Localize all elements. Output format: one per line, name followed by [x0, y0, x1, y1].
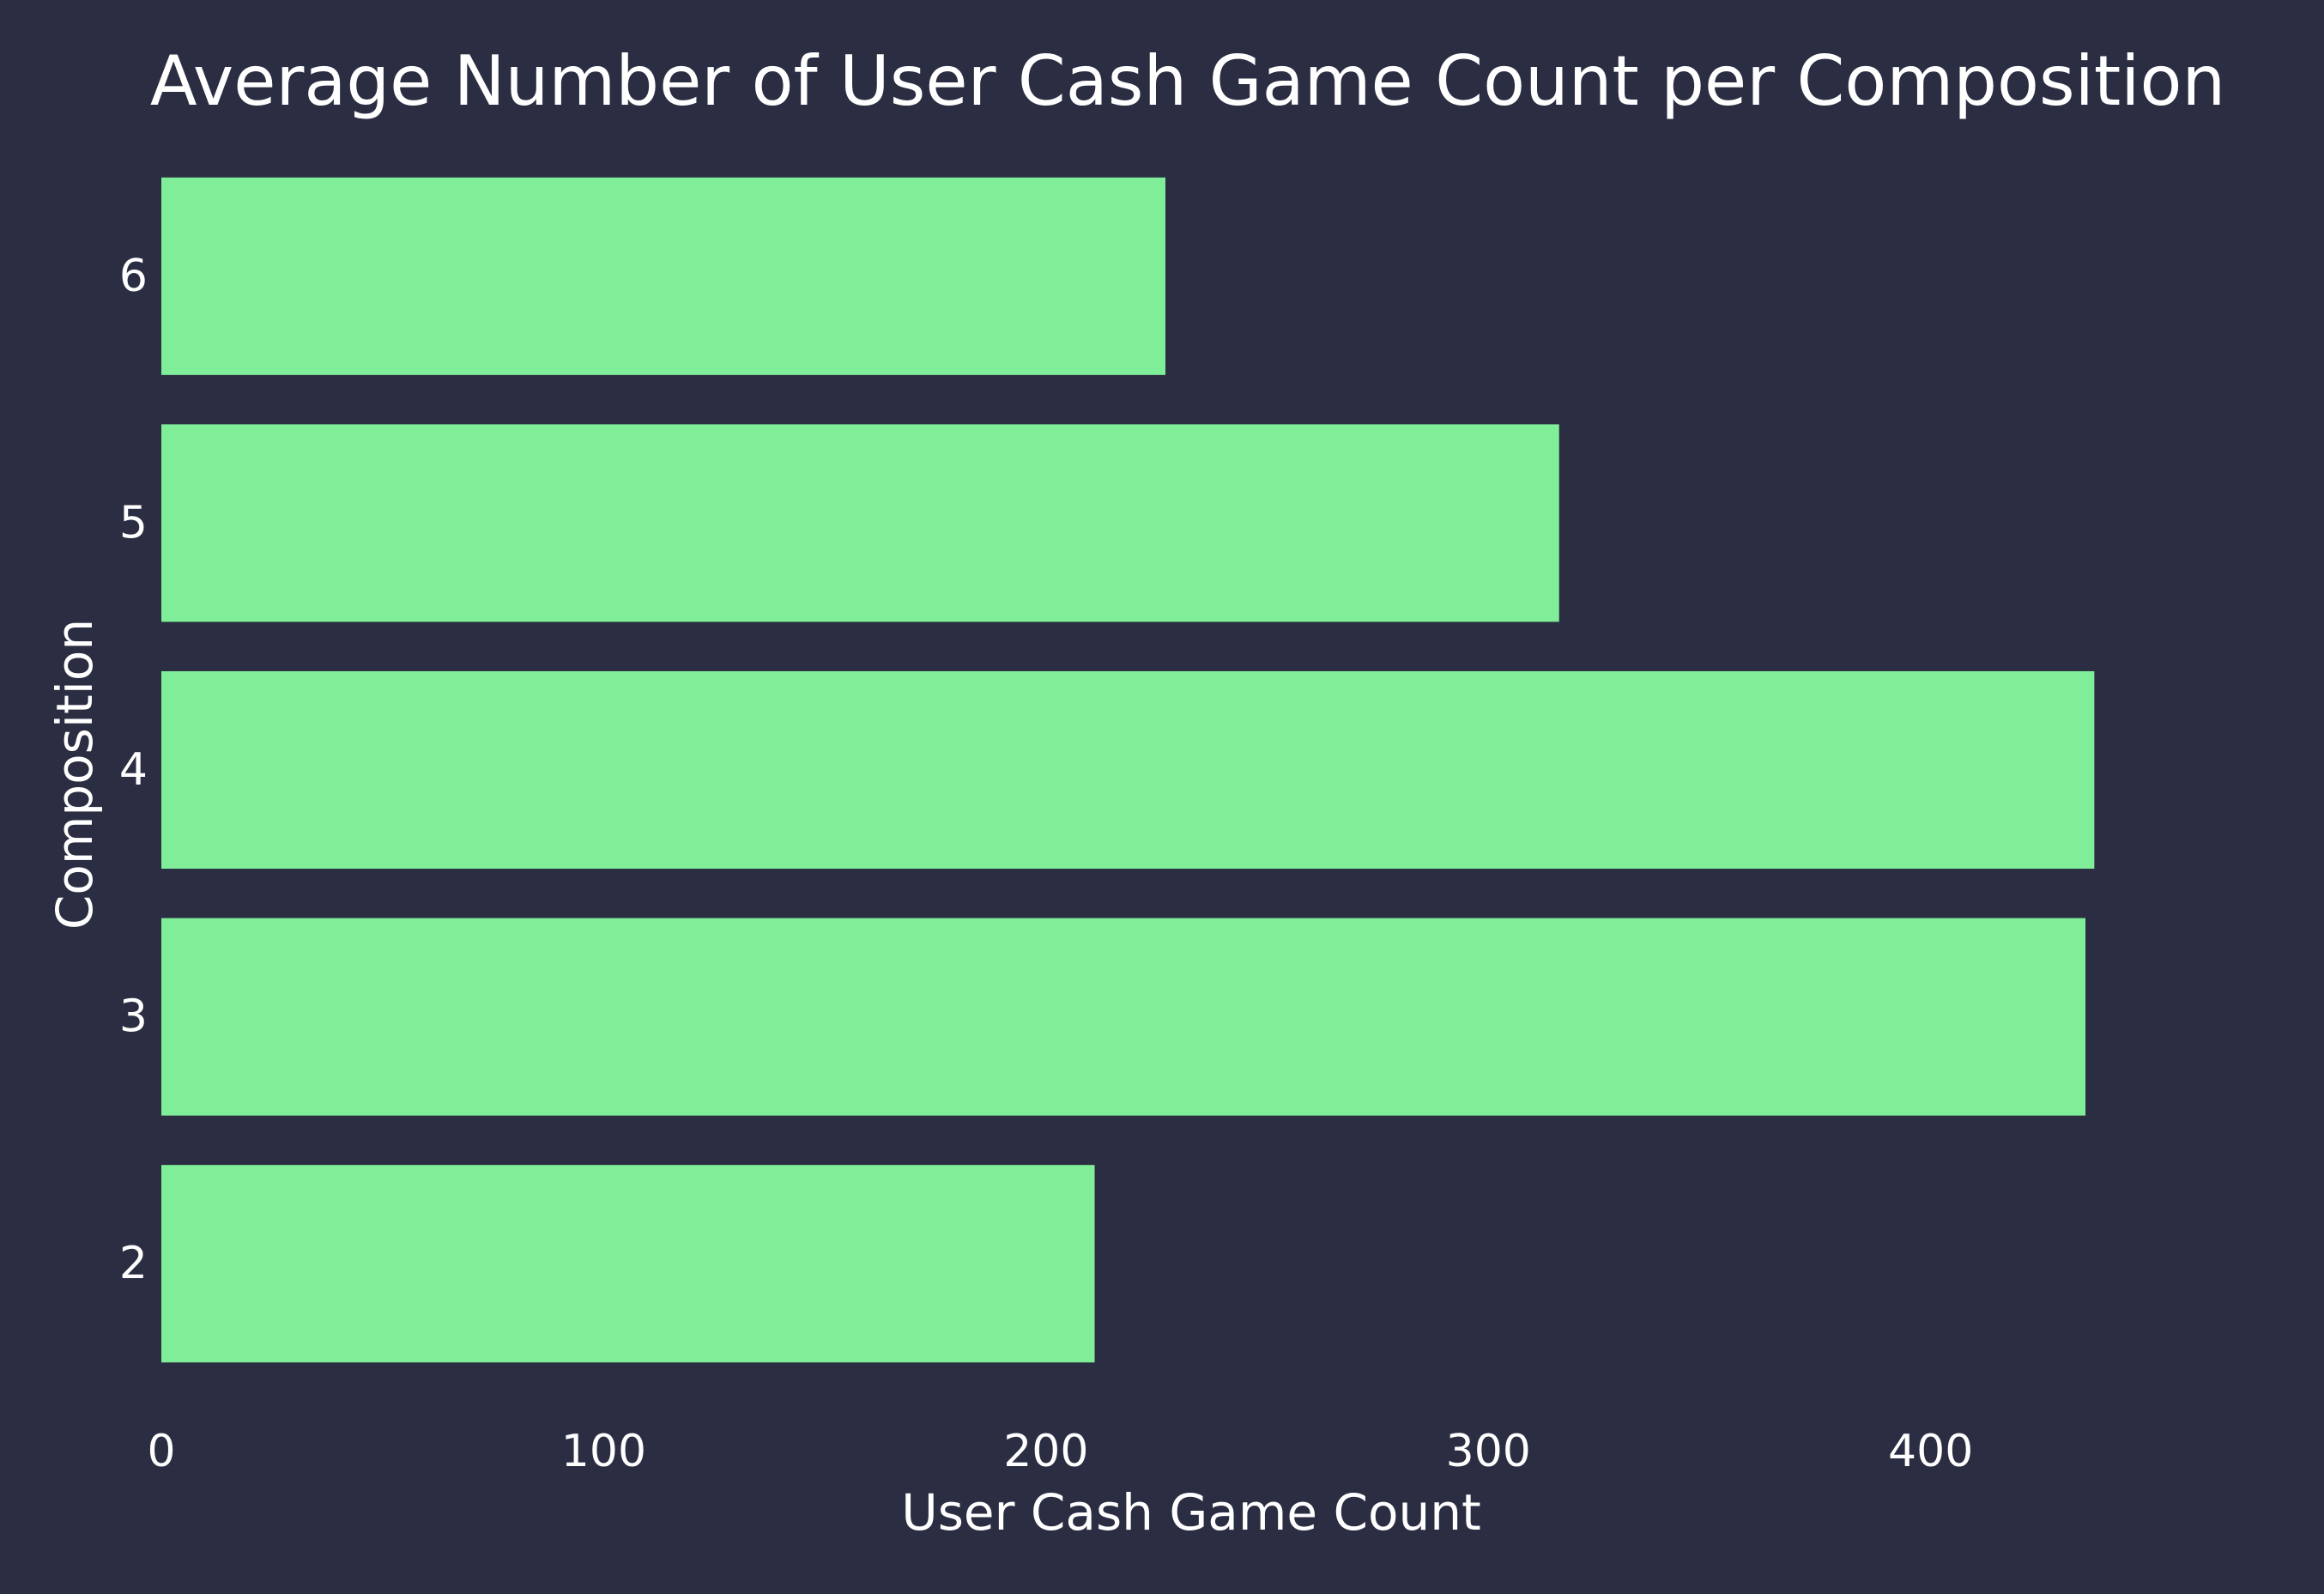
y-tick-label: 3 [119, 991, 148, 1043]
chart-title: Average Number of User Cash Game Count p… [150, 41, 2225, 121]
y-tick-label: 5 [119, 497, 148, 549]
bar-composition-6 [161, 177, 1165, 375]
x-tick-labels: 0 100 200 300 400 [147, 1426, 1973, 1477]
x-tick-label: 0 [147, 1426, 175, 1477]
bars-group [161, 177, 2095, 1363]
y-tick-labels: 2 3 4 5 6 [119, 251, 148, 1289]
y-tick-label: 2 [119, 1238, 148, 1289]
bar-composition-5 [161, 424, 1559, 622]
y-axis-label: Composition [45, 619, 104, 930]
bar-composition-4 [161, 670, 2095, 870]
x-tick-label: 100 [561, 1426, 646, 1477]
x-tick-label: 200 [1003, 1426, 1088, 1477]
bar-composition-2 [161, 1165, 1095, 1363]
y-tick-label: 6 [119, 251, 148, 302]
bar-composition-3 [161, 918, 2086, 1116]
x-tick-label: 300 [1446, 1426, 1531, 1477]
x-axis-label: User Cash Game Count [901, 1483, 1480, 1542]
x-tick-label: 400 [1888, 1426, 1973, 1477]
y-tick-label: 4 [119, 744, 148, 796]
